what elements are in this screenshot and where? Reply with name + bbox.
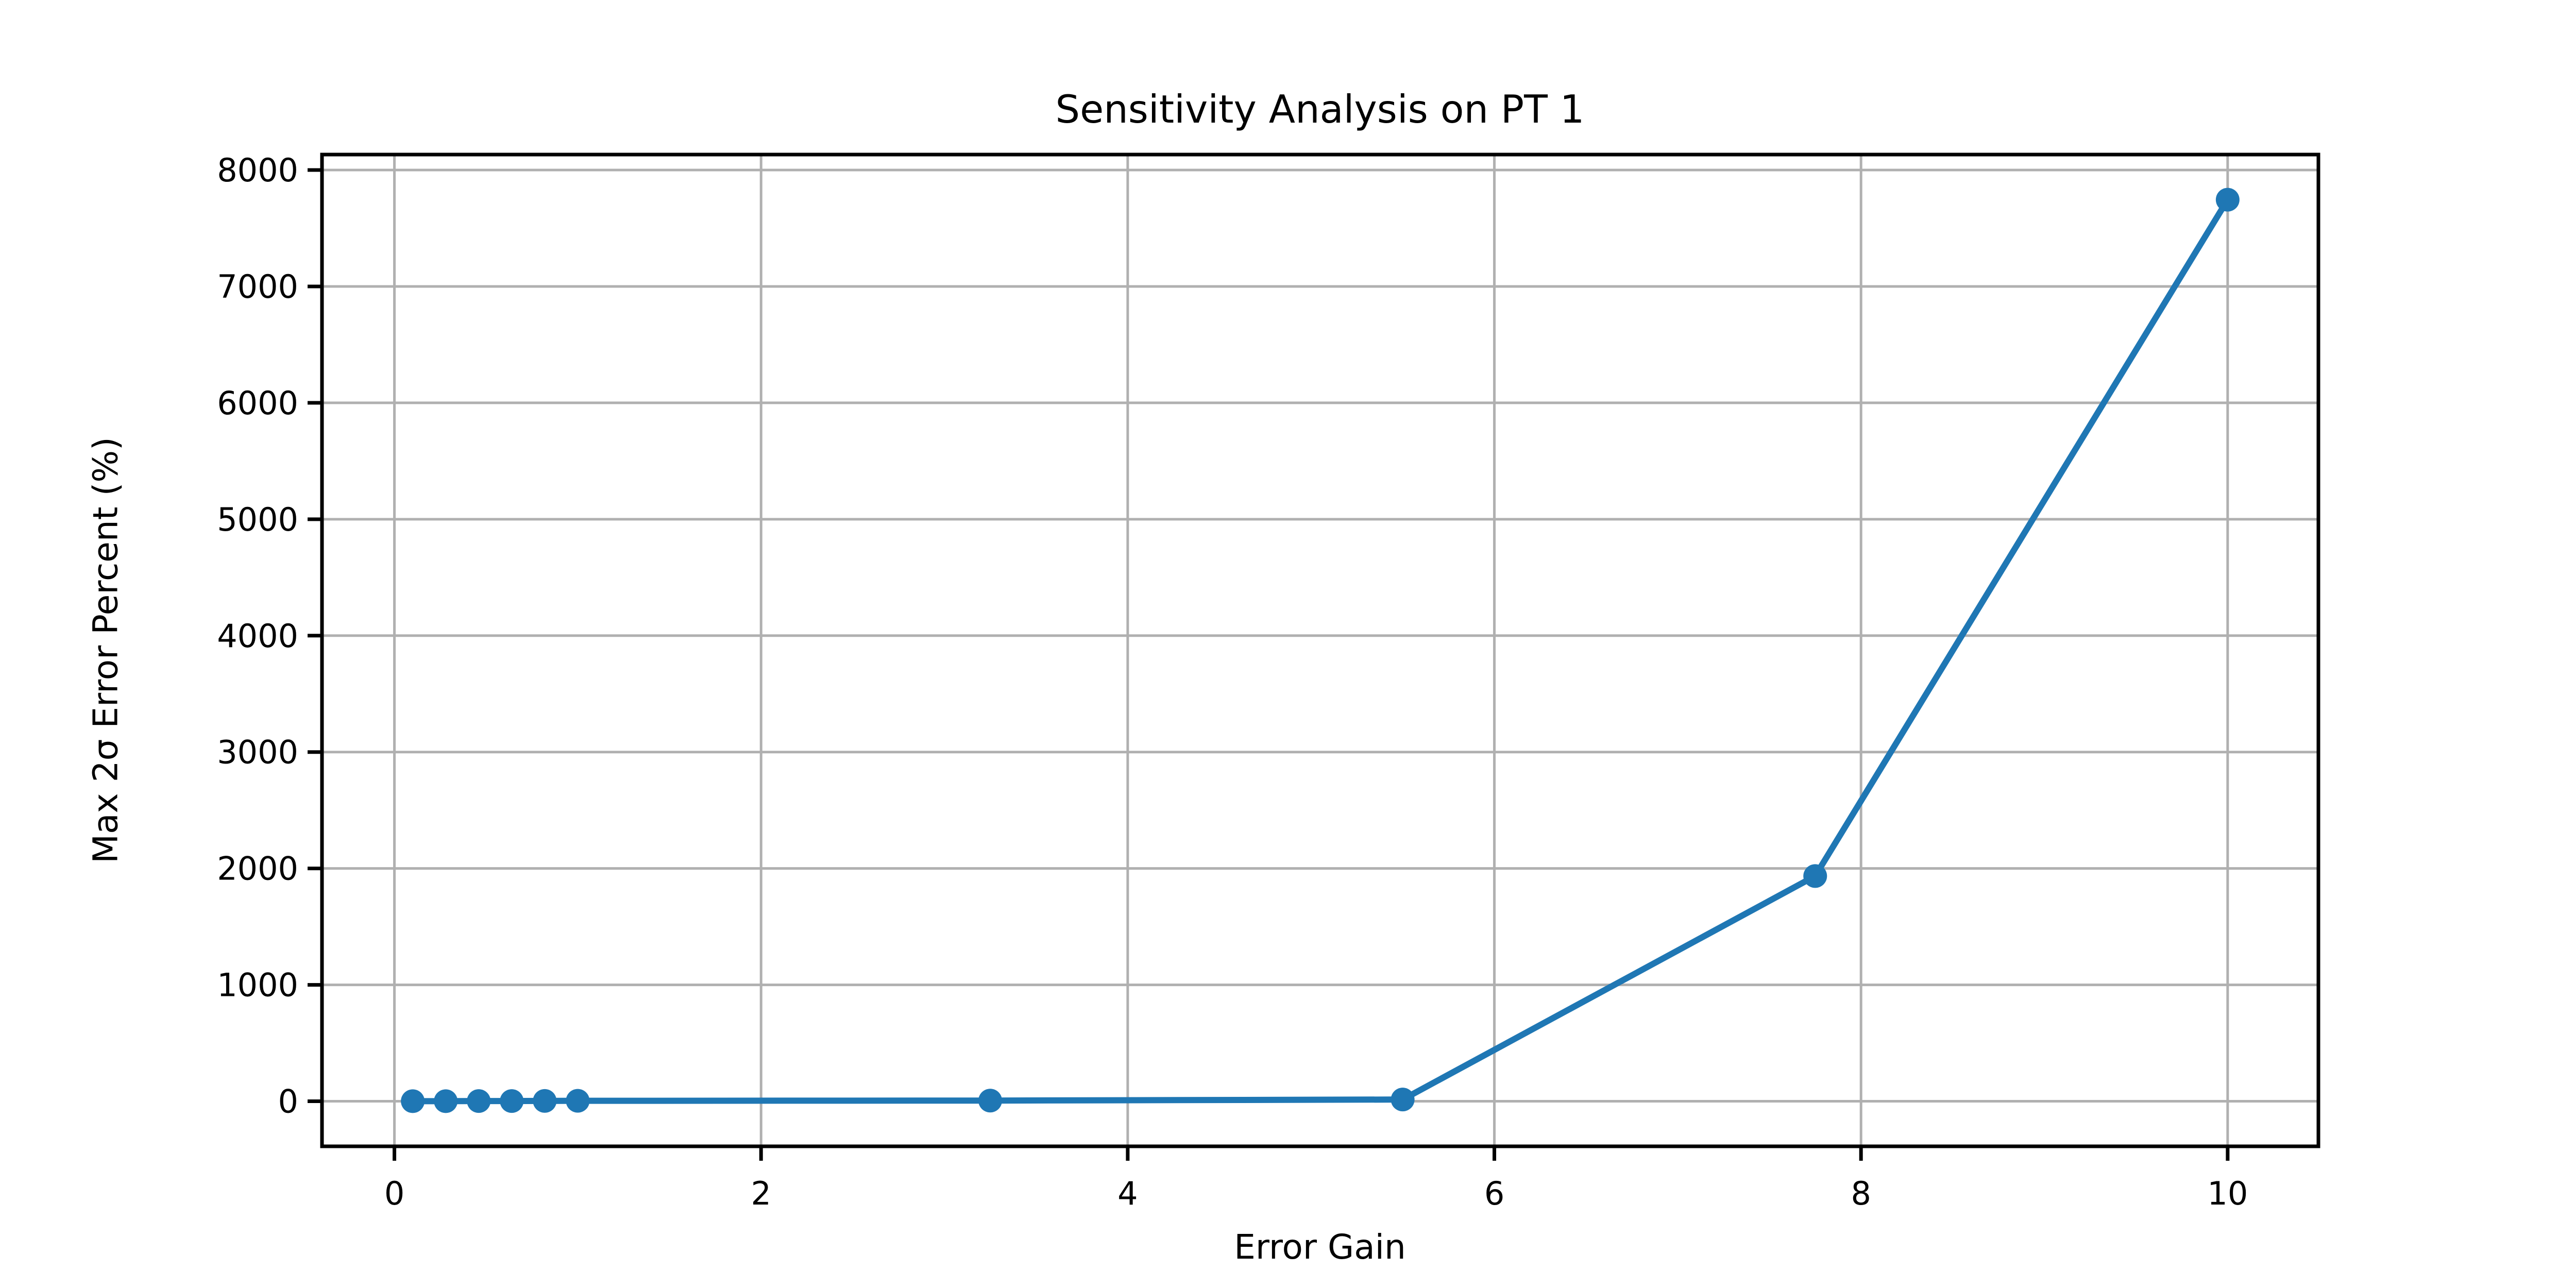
y-tick-label: 4000 — [217, 617, 298, 655]
y-tick-label: 3000 — [217, 734, 298, 771]
data-point — [401, 1089, 425, 1113]
x-tick-label: 6 — [1484, 1175, 1504, 1212]
data-point — [566, 1089, 590, 1113]
x-tick-label: 8 — [1851, 1175, 1871, 1212]
x-tick-label: 0 — [384, 1175, 404, 1212]
data-line — [410, 196, 2231, 1105]
y-tick-label: 6000 — [217, 384, 298, 422]
data-point — [2215, 188, 2240, 212]
x-tick-label: 10 — [2207, 1175, 2248, 1212]
data-point — [1803, 864, 1827, 888]
y-tick-label: 7000 — [217, 268, 298, 306]
data-point — [533, 1089, 557, 1113]
data-point — [1391, 1088, 1415, 1112]
y-tick-label: 0 — [278, 1083, 298, 1121]
y-tick-label: 8000 — [217, 151, 298, 189]
data-point — [500, 1089, 524, 1113]
y-tick-label: 1000 — [217, 967, 298, 1004]
y-tick-label: 5000 — [217, 501, 298, 538]
data-point — [978, 1089, 1003, 1113]
x-axis-label: Error Gain — [1234, 1227, 1406, 1267]
data-point — [467, 1089, 491, 1113]
x-tick-label: 2 — [751, 1175, 771, 1212]
plot-spines — [320, 152, 2320, 1148]
chart-title: Sensitivity Analysis on PT 1 — [1055, 87, 1585, 132]
y-axis-label: Max 2σ Error Percent (%) — [86, 437, 126, 863]
y-tick-label: 2000 — [217, 850, 298, 888]
x-tick-label: 4 — [1117, 1175, 1138, 1212]
data-point — [434, 1089, 458, 1113]
